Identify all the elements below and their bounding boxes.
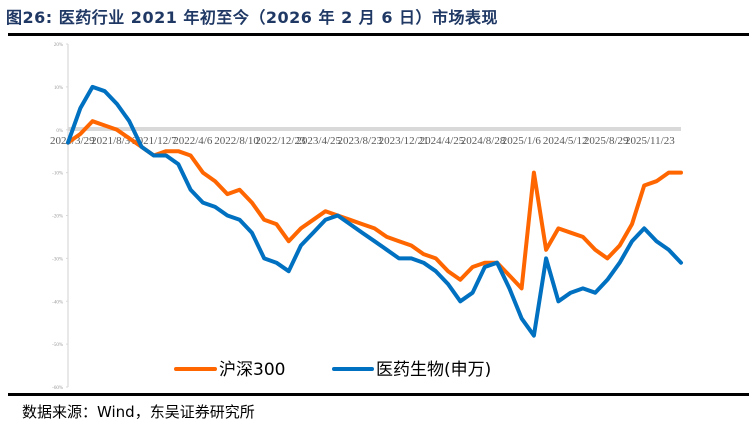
x-tick-label: 2022/12/23: [255, 135, 306, 147]
y-tick-label: -50%: [52, 343, 63, 348]
data-source: 数据来源：Wind，东吴证券研究所: [22, 403, 255, 421]
x-tick-label: 2025/11/23: [625, 135, 675, 147]
y-tick-label: -20%: [52, 215, 63, 220]
y-tick-label: 20%: [54, 43, 63, 48]
x-tick-label: 2024/8/28: [461, 135, 506, 147]
x-tick-label: 2023/12/21: [379, 135, 429, 147]
figure-title: 图26: 医药行业 2021 年初至今（2026 年 2 月 6 日）市场表现: [6, 8, 499, 27]
y-tick-label: -60%: [52, 386, 63, 391]
y-tick-label: -30%: [52, 257, 63, 262]
legend-label-hs300: 沪深300: [219, 360, 285, 380]
y-axis-ticks: 20% 10% 0% -10% -20% -30% -40% -50% -60%: [52, 43, 68, 391]
legend: 沪深300 医药生物(申万): [174, 360, 491, 380]
x-tick-label: 2021/12/7: [132, 135, 177, 147]
y-tick-label: 10%: [54, 86, 63, 91]
source-divider: [8, 393, 749, 396]
x-tick-label: 2023/4/25: [296, 135, 341, 147]
x-tick-label: 2024/5/12: [543, 135, 588, 147]
title-divider: [8, 33, 749, 36]
y-tick-label: 0%: [56, 129, 63, 134]
x-tick-label: 2021/8/3: [91, 135, 131, 147]
x-tick-label: 2022/4/6: [173, 135, 213, 147]
y-tick-label: -10%: [52, 172, 63, 177]
x-tick-label: 2025/8/29: [584, 135, 629, 147]
x-tick-label: 2024/4/25: [420, 135, 465, 147]
series-group: [66, 84, 683, 338]
x-tick-label: 2025/1/6: [502, 135, 542, 147]
x-tick-label: 2023/8/23: [338, 135, 383, 147]
series-line-hs300: [66, 119, 683, 291]
series-line-pharma: [66, 84, 683, 338]
x-tick-label: 2022/8/10: [214, 135, 259, 147]
y-tick-label: -40%: [52, 300, 63, 305]
legend-label-pharma: 医药生物(申万): [376, 360, 491, 380]
